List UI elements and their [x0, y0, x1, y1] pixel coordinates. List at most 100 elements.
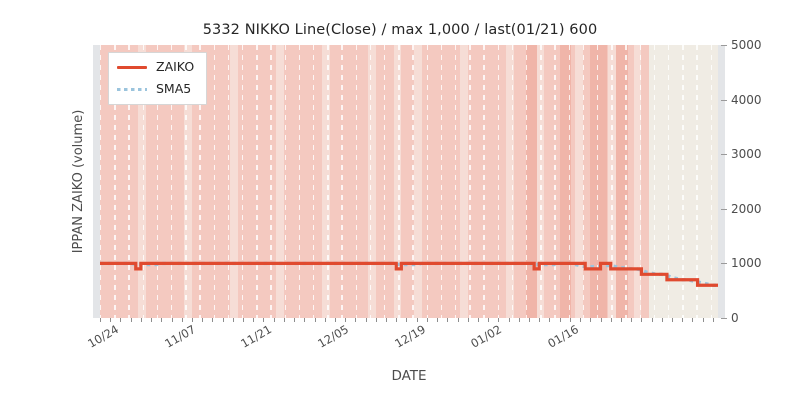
- background-band: [184, 45, 192, 318]
- x-minor-tick: [110, 318, 112, 322]
- gridline-vertical: [696, 45, 698, 318]
- zaiko-series-line: [100, 261, 718, 287]
- gridline-vertical: [100, 45, 102, 318]
- x-minor-tick: [559, 318, 561, 322]
- x-minor-tick: [253, 318, 255, 322]
- x-minor-tick: [243, 318, 244, 322]
- background-band: [506, 45, 514, 318]
- gridline-vertical: [497, 45, 499, 318]
- x-minor-tick: [457, 318, 459, 322]
- y-tick-text: 3000: [731, 147, 762, 162]
- x-minor-tick: [304, 318, 306, 322]
- solid-line-key-icon: [117, 62, 147, 74]
- chart-legend[interactable]: ZAIKO SMA5: [108, 52, 208, 105]
- gridline-vertical: [199, 45, 201, 318]
- x-minor-tick: [100, 318, 101, 322]
- x-minor-tick: [447, 318, 449, 322]
- gridline-vertical: [455, 45, 457, 318]
- gridline-vertical: [256, 45, 258, 318]
- x-minor-tick: [631, 318, 633, 322]
- background-band: [526, 45, 537, 318]
- gridline-vertical: [483, 45, 485, 318]
- gridline-vertical: [582, 45, 585, 318]
- gridline-vertical: [526, 45, 528, 318]
- x-tick-label: 12/05: [315, 322, 352, 351]
- y-tick-label: 5000: [721, 38, 762, 52]
- gridline-vertical: [298, 45, 301, 318]
- y-tick-text: 2000: [731, 201, 762, 216]
- y-tick-mark: [721, 318, 727, 319]
- gridline-vertical: [426, 45, 428, 318]
- x-axis-minor-ticks: [100, 318, 718, 323]
- background-band: [414, 45, 422, 318]
- gridline-vertical: [270, 45, 272, 318]
- gridline-vertical: [242, 45, 244, 318]
- gridline-vertical: [341, 45, 343, 318]
- x-minor-tick: [672, 318, 674, 322]
- background-band: [230, 45, 238, 318]
- legend-item-zaiko[interactable]: ZAIKO: [117, 59, 194, 76]
- x-minor-tick: [283, 318, 285, 322]
- gridline-vertical: [213, 45, 215, 318]
- gridline-vertical: [171, 45, 173, 318]
- x-tick-label: 10/24: [85, 322, 122, 351]
- x-minor-tick: [171, 318, 173, 322]
- gridline-vertical: [668, 45, 670, 318]
- background-band: [460, 45, 468, 318]
- x-minor-tick: [375, 318, 377, 322]
- gridline-vertical: [682, 45, 684, 318]
- x-minor-tick: [334, 318, 336, 322]
- x-minor-tick: [396, 318, 398, 322]
- background-band: [138, 45, 146, 318]
- gridline-vertical: [327, 45, 329, 318]
- x-minor-tick: [661, 318, 663, 322]
- x-minor-tick: [692, 318, 694, 322]
- plot-right-gutter: [718, 45, 725, 318]
- gridline-vertical: [440, 45, 443, 318]
- background-band: [590, 45, 607, 318]
- vertical-gridlines: [100, 45, 718, 318]
- gridline-vertical: [568, 45, 570, 318]
- gridline-vertical: [284, 45, 286, 318]
- gridline-vertical: [412, 45, 414, 318]
- legend-label-sma5: SMA5: [156, 81, 192, 97]
- gridline-vertical: [511, 45, 514, 318]
- x-minor-tick: [406, 318, 408, 322]
- plot-left-gutter: [93, 45, 100, 318]
- background-band: [633, 45, 642, 318]
- y-tick-label: 3000: [721, 147, 762, 161]
- y-tick-label: 0: [721, 311, 739, 325]
- x-minor-tick: [590, 318, 592, 322]
- x-minor-tick: [151, 318, 153, 322]
- y-tick-text: 1000: [731, 256, 762, 271]
- x-minor-tick: [416, 318, 418, 322]
- x-tick-label: 01/02: [468, 322, 505, 351]
- x-minor-tick: [682, 318, 684, 322]
- x-tick-label: 11/21: [238, 322, 275, 351]
- gridline-vertical: [114, 45, 116, 318]
- y-axis-label: IPPAN ZAIKO (volume): [71, 109, 86, 254]
- gridline-vertical: [540, 45, 542, 318]
- gridline-vertical: [156, 45, 159, 318]
- legend-item-sma5[interactable]: SMA5: [117, 81, 194, 98]
- x-minor-tick: [294, 318, 296, 322]
- x-minor-tick: [130, 318, 132, 322]
- x-minor-tick: [702, 318, 704, 322]
- background-band: [574, 45, 583, 318]
- gridline-vertical: [710, 45, 712, 318]
- gridline-vertical: [597, 45, 599, 318]
- x-minor-tick: [386, 318, 388, 322]
- background-band: [559, 45, 571, 318]
- x-minor-tick: [212, 318, 214, 322]
- y-tick-mark: [721, 263, 727, 265]
- gridline-vertical: [384, 45, 386, 318]
- x-minor-tick: [263, 318, 265, 322]
- x-minor-tick: [529, 318, 531, 322]
- y-tick-label: 1000: [721, 256, 762, 270]
- gridline-vertical: [398, 45, 400, 318]
- chart-title: 5332 NIKKO Line(Close) / max 1,000 / las…: [202, 22, 598, 38]
- x-minor-tick: [191, 318, 193, 322]
- x-minor-tick: [467, 318, 469, 322]
- dotted-line-key-icon: [117, 84, 147, 96]
- x-minor-tick: [600, 318, 602, 322]
